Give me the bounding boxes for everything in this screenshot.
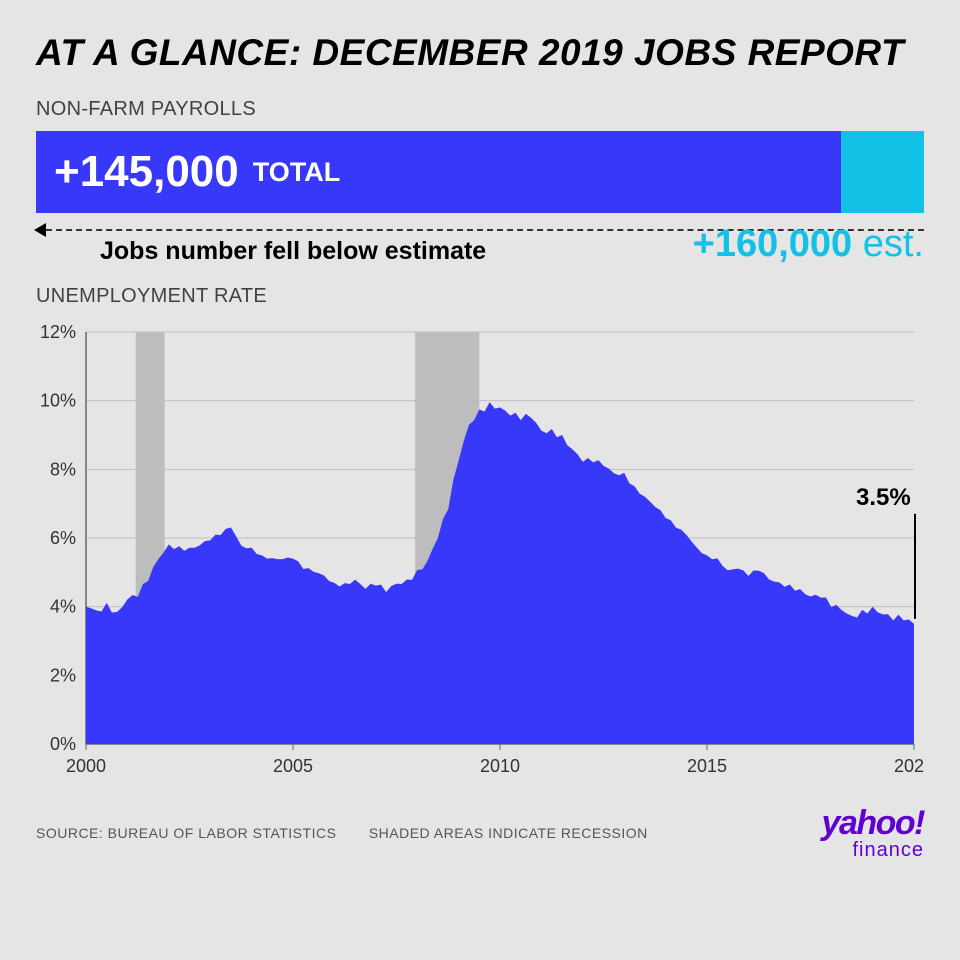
svg-text:8%: 8%: [50, 459, 76, 479]
svg-text:2005: 2005: [273, 756, 313, 776]
estimate-suffix: est.: [852, 223, 924, 265]
source-text: SOURCE: BUREAU OF LABOR STATISTICS SHADE…: [36, 825, 676, 841]
logo-top: yahoo: [822, 804, 915, 842]
svg-text:12%: 12%: [40, 324, 76, 342]
unemployment-chart: 0% 2% 4% 6% 8% 10% 12% 2000 2005 2010 2015 2020 3.5…: [36, 324, 924, 784]
payrolls-label: NON-FARM PAYROLLS: [36, 98, 924, 121]
unemployment-label: UNEMPLOYMENT RATE: [36, 285, 924, 308]
svg-text:0%: 0%: [50, 734, 76, 754]
estimate-number: +160,000: [693, 223, 853, 265]
svg-text:2%: 2%: [50, 665, 76, 685]
payrolls-bar: +145,000 TOTAL: [36, 131, 924, 213]
final-value-label: 3.5%: [856, 484, 911, 512]
logo-bang: !: [914, 804, 924, 842]
svg-text:4%: 4%: [50, 597, 76, 617]
svg-text:2000: 2000: [66, 756, 106, 776]
source-label: SOURCE: BUREAU OF LABOR STATISTICS: [36, 825, 336, 841]
chart-svg: 0% 2% 4% 6% 8% 10% 12% 2000 2005 2010 2015 2020: [36, 324, 924, 779]
yahoo-finance-logo: yahoo! finance: [822, 804, 924, 862]
page-title: AT A GLANCE: DECEMBER 2019 JOBS REPORT: [36, 32, 924, 74]
svg-text:6%: 6%: [50, 528, 76, 548]
estimate-value: +160,000 est.: [693, 223, 924, 266]
arrow-left-icon: [34, 223, 46, 237]
svg-text:2010: 2010: [480, 756, 520, 776]
svg-text:2015: 2015: [687, 756, 727, 776]
actual-total-label: TOTAL: [253, 157, 341, 188]
svg-text:2020: 2020: [894, 756, 924, 776]
footer: SOURCE: BUREAU OF LABOR STATISTICS SHADE…: [36, 804, 924, 862]
bar-actual: +145,000 TOTAL: [36, 131, 841, 213]
svg-text:10%: 10%: [40, 391, 76, 411]
source-note: SHADED AREAS INDICATE RECESSION: [369, 825, 648, 841]
estimate-row: Jobs number fell below estimate +160,000…: [36, 223, 924, 273]
actual-value: +145,000: [54, 147, 239, 197]
below-estimate-text: Jobs number fell below estimate: [100, 237, 486, 266]
